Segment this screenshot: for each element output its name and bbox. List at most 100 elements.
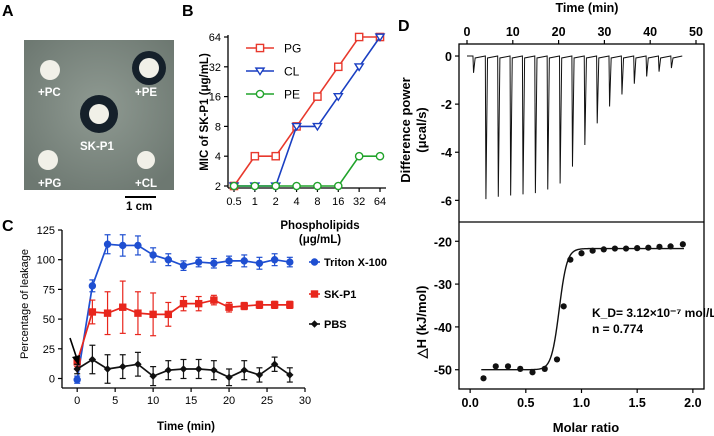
c-arrow-shaft: [69, 337, 78, 360]
b-series-line-pg: [233, 36, 380, 187]
b-y-tick-label: 64: [209, 32, 221, 44]
label-pe: +PE: [135, 87, 157, 99]
c-point-triton-x-100: [119, 241, 127, 250]
c-x-tick-label: 0: [74, 395, 80, 407]
b-legend-label-cl: CL: [284, 65, 300, 79]
d-top-ylabel-line1: Difference power: [398, 77, 413, 182]
panel-letter-a: A: [2, 3, 14, 20]
c-legend-label-pbs: PBS: [324, 319, 347, 331]
b-x-tick-label: 64: [374, 196, 386, 208]
c-point-sk-p1: [270, 301, 279, 309]
d-bottom-y-tick-label: -20: [434, 235, 452, 249]
c-point-sk-p1: [286, 301, 294, 309]
d-bottom-x-tick-label: 0.0: [461, 396, 478, 410]
d-top-y-tick-label: 0: [445, 50, 452, 64]
c-y-tick-label: 50: [43, 314, 55, 326]
chart-c-legend: Triton X-100 SK-P1 PBS: [309, 257, 387, 331]
c-point-sk-p1: [210, 296, 218, 304]
d-bottom-x-tick-label: 1.5: [628, 396, 645, 410]
c-y-tick-label: 125: [37, 225, 55, 237]
b-point-pg: [250, 151, 260, 161]
c-point-pbs: [179, 365, 188, 373]
c-ylabel: Percentage of leakage: [19, 249, 31, 359]
d-enthalpy-point: [667, 243, 674, 250]
d-top-x-tick-label: 20: [552, 25, 566, 39]
d-enthalpy-point: [517, 365, 524, 372]
chart-b-legend: PG CL PE: [246, 42, 301, 102]
d-enthalpy-point: [492, 363, 499, 370]
b-y-tick-label: 8: [215, 121, 221, 133]
d-bottom-ylabel: △H (kJ/mol): [414, 286, 429, 360]
disk-cl: [137, 151, 155, 169]
d-annotation-n: n = 0.774: [592, 322, 643, 336]
b-point-cl: [312, 122, 323, 132]
d-frame: [458, 43, 705, 390]
b-point-cl: [332, 93, 344, 102]
b-point-pg: [313, 92, 322, 101]
d-top-x-tick-label: 0: [464, 25, 471, 39]
label-pc: +PC: [38, 87, 61, 99]
c-point-triton-x-100: [255, 259, 264, 267]
c-point-pbs: [88, 355, 97, 364]
panel-letter-b: B: [182, 3, 194, 20]
c-y-tick-label: 0: [49, 373, 55, 385]
d-top-title: Time (min): [556, 1, 619, 15]
c-point-triton-x-100: [134, 241, 142, 250]
c-point-sk-p1: [103, 309, 112, 317]
b-xlabel-line2: (μg/mL): [299, 234, 341, 246]
b-point-cl: [291, 122, 302, 132]
c-point-pbs: [210, 366, 218, 374]
d-enthalpy-point: [567, 256, 574, 263]
b-legend-marker-pg: [255, 43, 265, 53]
d-enthalpy-point: [553, 356, 561, 363]
b-x-tick-label: 8: [314, 196, 320, 208]
c-x-tick-label: 15: [185, 395, 197, 407]
b-point-pe: [375, 151, 385, 161]
panel-letter-c: C: [2, 218, 14, 235]
b-point-pe: [333, 181, 343, 191]
c-point-triton-x-100: [164, 255, 173, 264]
d-bottom-x-tick-label: 2.0: [684, 396, 701, 410]
c-point-pbs: [255, 371, 264, 379]
c-legend-label-triton-x-100: Triton X-100: [324, 257, 387, 269]
c-point-triton-x-100: [88, 282, 97, 290]
d-enthalpy-point: [529, 369, 536, 376]
d-thermogram-trace: [467, 55, 683, 200]
c-point-pbs: [149, 372, 157, 380]
c-point-pbs: [164, 366, 173, 374]
c-point-triton-x-100: [286, 258, 294, 266]
label-center: SK-P1: [80, 141, 114, 153]
b-y-tick-label: 2: [215, 181, 221, 193]
b-x-tick-label: 4: [294, 196, 300, 208]
c-point-triton-x-100: [210, 259, 218, 267]
d-bottom-y-tick-label: -40: [434, 321, 452, 335]
d-enthalpy-point: [504, 363, 512, 370]
c-point-triton-x-100: [240, 257, 248, 265]
b-x-tick-label: 32: [353, 196, 365, 208]
d-enthalpy-point: [622, 245, 630, 252]
panel-c: C Percentage of leakage Time (min) 02550…: [2, 218, 387, 433]
c-point-sk-p1: [194, 299, 203, 308]
c-y-tick-label: 100: [37, 255, 55, 267]
c-point-pbs: [194, 365, 203, 373]
d-bottom-y-tick-label: -30: [434, 278, 452, 292]
b-point-pe: [250, 181, 260, 191]
b-series-line-pe: [234, 155, 380, 187]
b-x-tick-label: 2: [273, 196, 279, 208]
d-enthalpy-point: [480, 375, 487, 382]
c-point-pbs: [73, 365, 81, 373]
c-point-triton-x-100: [225, 257, 233, 265]
panel-a: A +PC +PE SK-P1 +PG +CL 1 cm: [2, 3, 174, 213]
b-legend-marker-cl: [254, 67, 266, 76]
label-pg: +PG: [38, 178, 61, 190]
c-point-triton-x-100: [270, 255, 279, 264]
c-point-triton-x-100: [194, 258, 203, 266]
panel-d: D Time (min) Difference power (μcal/s) △…: [398, 1, 714, 435]
d-enthalpy-point: [679, 241, 686, 248]
b-x-tick-label: 16: [332, 196, 344, 208]
disk-pe: [139, 58, 159, 78]
b-legend-label-pe: PE: [284, 88, 300, 102]
d-top-x-tick-label: 50: [689, 25, 703, 39]
disk-pc: [40, 60, 60, 80]
